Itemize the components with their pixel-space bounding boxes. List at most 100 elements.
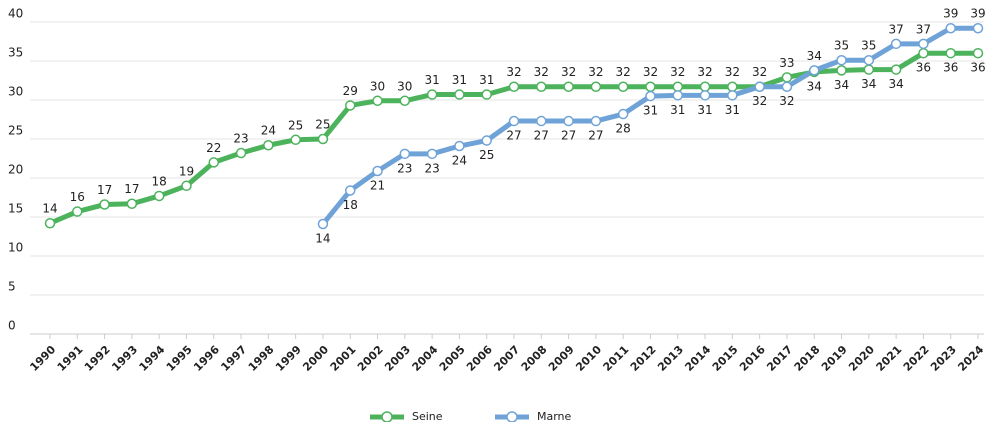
x-tick-label: 1999 (273, 343, 304, 374)
point (372, 165, 383, 177)
data-label: 14 (315, 232, 330, 246)
x-tick-label: 2004 (410, 343, 441, 374)
data-label: 32 (670, 65, 685, 79)
point (508, 81, 520, 92)
y-tick-label: 25 (8, 124, 23, 138)
point (863, 54, 875, 66)
data-label: 31 (452, 73, 467, 87)
x-tick-label: 2006 (464, 343, 495, 374)
point (317, 218, 329, 230)
legend-item: Seine (370, 410, 443, 422)
point (344, 100, 356, 111)
point (590, 115, 602, 127)
data-label: 22 (206, 141, 221, 155)
point (372, 95, 383, 107)
x-tick-label: 2008 (519, 343, 550, 374)
y-tick-label: 0 (8, 319, 16, 333)
data-label: 31 (643, 104, 658, 118)
x-tick-label: 2002 (355, 343, 386, 374)
data-label: 18 (343, 198, 358, 212)
point (781, 81, 793, 92)
x-tick-label: 2009 (546, 343, 577, 374)
data-label: 21 (370, 178, 385, 192)
data-label: 36 (970, 61, 985, 75)
x-tick-label: 2005 (437, 343, 468, 374)
point (481, 89, 492, 100)
point (645, 90, 656, 102)
data-label: 25 (315, 118, 330, 132)
point (972, 22, 984, 34)
point (454, 89, 465, 100)
point (808, 65, 820, 76)
point (454, 140, 465, 152)
x-tick-label: 2022 (901, 343, 932, 374)
x-tick-label: 2015 (710, 343, 741, 374)
data-label: 31 (424, 73, 439, 87)
x-tick-label: 2021 (874, 343, 905, 374)
point (290, 134, 301, 146)
data-label: 30 (370, 79, 385, 93)
x-tick-label: 2013 (655, 343, 686, 374)
data-label: 34 (807, 49, 822, 63)
legend-item: Marne (495, 410, 572, 422)
point (836, 54, 847, 66)
data-label: 36 (943, 61, 958, 75)
point (317, 133, 329, 145)
series-line (321, 25, 978, 226)
x-tick-label: 1998 (246, 343, 277, 374)
x-tick-label: 2020 (846, 343, 877, 374)
point (536, 81, 547, 92)
data-label: 14 (42, 202, 57, 216)
x-tick-label: 1992 (82, 343, 113, 374)
data-label: 35 (834, 39, 849, 53)
point (727, 90, 738, 101)
x-tick-label: 1995 (164, 343, 195, 374)
data-label: 39 (943, 7, 958, 21)
y-tick-label: 35 (8, 46, 23, 60)
data-label: 23 (233, 132, 248, 146)
x-tick-label: 2007 (491, 343, 522, 374)
point (181, 180, 192, 192)
point (945, 22, 956, 34)
point (563, 81, 574, 92)
data-label: 39 (970, 7, 985, 21)
data-label: 24 (452, 154, 467, 168)
data-label: 32 (697, 65, 712, 79)
point (426, 89, 438, 100)
data-label: 31 (479, 73, 494, 87)
point (208, 157, 220, 168)
point (617, 81, 629, 92)
data-label: 28 (616, 122, 631, 136)
legend-marker (506, 411, 518, 422)
y-tick-label: 15 (8, 202, 23, 216)
point (536, 115, 547, 127)
x-tick-label: 2023 (928, 343, 959, 374)
x-tick-label: 1993 (109, 343, 140, 374)
y-tick-label: 10 (8, 241, 23, 255)
data-label: 32 (752, 94, 767, 108)
data-label: 25 (288, 118, 303, 132)
point (481, 135, 492, 146)
point (781, 72, 793, 83)
x-tick-label: 2000 (300, 343, 331, 374)
point (699, 90, 711, 101)
data-label: 27 (588, 129, 603, 143)
data-label: 37 (916, 22, 931, 36)
point (99, 199, 110, 210)
data-label: 30 (397, 79, 412, 93)
x-tick-label: 2017 (764, 343, 795, 374)
data-label: 33 (779, 56, 794, 70)
data-label: 32 (561, 65, 576, 79)
x-tick-label: 2016 (737, 343, 768, 374)
x-tick-label: 2001 (328, 343, 359, 374)
point (727, 81, 738, 92)
data-label: 32 (752, 65, 767, 79)
point (72, 206, 83, 217)
point (890, 38, 902, 50)
x-tick-label: 2024 (955, 343, 986, 374)
point (645, 81, 656, 92)
x-tick-label: 1994 (137, 343, 168, 374)
point (699, 81, 711, 92)
point (426, 148, 438, 160)
point (399, 148, 411, 160)
